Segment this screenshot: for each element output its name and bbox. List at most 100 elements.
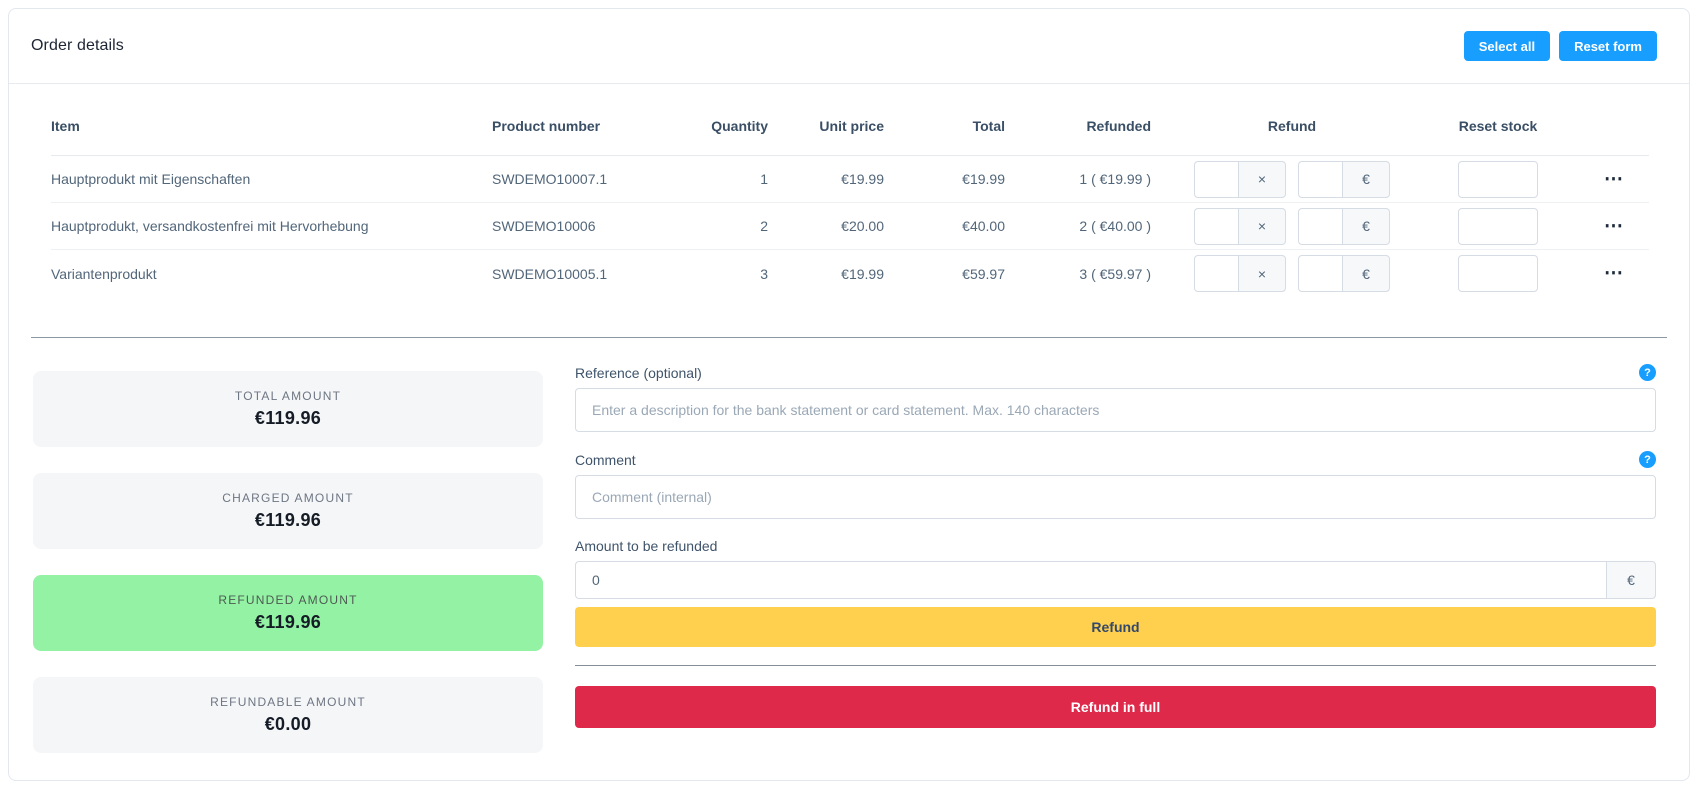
context-menu-icon[interactable]: ⋯ bbox=[1598, 260, 1630, 287]
summary-label: REFUNDABLE AMOUNT bbox=[210, 695, 366, 709]
summary-label: TOTAL AMOUNT bbox=[234, 389, 342, 403]
refund-quantity-group: × bbox=[1194, 255, 1286, 292]
euro-icon: € bbox=[1342, 160, 1390, 198]
question-mark-icon[interactable]: ? bbox=[1639, 451, 1656, 468]
reset-stock-input[interactable] bbox=[1458, 255, 1538, 292]
table-body: Hauptprodukt mit Eigenschaften SWDEMO100… bbox=[51, 156, 1649, 297]
refund-amount-group: € bbox=[1298, 255, 1390, 292]
reference-field-block: Reference (optional) ? bbox=[575, 364, 1656, 432]
refund-amount-input[interactable] bbox=[1298, 207, 1342, 245]
select-all-button[interactable]: Select all bbox=[1463, 31, 1551, 61]
summary-label: CHARGED AMOUNT bbox=[222, 491, 354, 505]
context-menu-icon[interactable]: ⋯ bbox=[1598, 213, 1630, 240]
comment-field-block: Comment ? bbox=[575, 451, 1656, 519]
quantity: 1 bbox=[760, 171, 768, 187]
column-header-product-number: Product number bbox=[492, 117, 601, 134]
reset-form-button[interactable]: Reset form bbox=[1559, 31, 1657, 61]
refund-form: Reference (optional) ? Comment ? Amount … bbox=[575, 356, 1656, 753]
summary-label: REFUNDED AMOUNT bbox=[218, 593, 358, 607]
multiply-icon: × bbox=[1238, 207, 1286, 245]
refund-amount-input[interactable] bbox=[1298, 160, 1342, 198]
refund-quantity-input[interactable] bbox=[1194, 207, 1238, 245]
refund-quantity-group: × bbox=[1194, 207, 1286, 245]
item-name: Hauptprodukt, versandkostenfrei mit Herv… bbox=[51, 218, 369, 234]
charged-amount-card: CHARGED AMOUNT €119.96 bbox=[33, 473, 543, 549]
column-header-reset-stock: Reset stock bbox=[1458, 117, 1538, 134]
table-row: Hauptprodukt, versandkostenfrei mit Herv… bbox=[51, 203, 1649, 250]
euro-icon: € bbox=[1342, 207, 1390, 245]
table-row: Hauptprodukt mit Eigenschaften SWDEMO100… bbox=[51, 156, 1649, 203]
comment-label: Comment bbox=[575, 451, 636, 468]
amount-input-group: € bbox=[575, 561, 1656, 599]
total: €59.97 bbox=[962, 265, 1005, 282]
product-number: SWDEMO10007.1 bbox=[492, 171, 608, 187]
product-number: SWDEMO10005.1 bbox=[492, 265, 608, 282]
question-mark-icon[interactable]: ? bbox=[1639, 364, 1656, 381]
reference-label: Reference (optional) bbox=[575, 364, 702, 381]
refund-amount-input[interactable] bbox=[1298, 255, 1342, 292]
amount-field-block: Amount to be refunded € bbox=[575, 538, 1656, 599]
refund-amount-total-input[interactable] bbox=[575, 561, 1606, 599]
section-divider bbox=[31, 337, 1667, 338]
reference-input[interactable] bbox=[575, 388, 1656, 432]
unit-price: €20.00 bbox=[841, 218, 884, 234]
card-header: Order details Select all Reset form bbox=[9, 9, 1689, 84]
refunded: 1 ( €19.99 ) bbox=[1079, 171, 1151, 187]
total: €40.00 bbox=[962, 218, 1005, 234]
unit-price: €19.99 bbox=[841, 171, 884, 187]
column-header-refund: Refund bbox=[1267, 117, 1317, 134]
refund-quantity-group: × bbox=[1194, 160, 1286, 198]
reset-stock-cell bbox=[1433, 207, 1563, 245]
refund-controls: × € bbox=[1167, 207, 1417, 245]
reset-stock-input[interactable] bbox=[1458, 160, 1538, 198]
refundable-amount-card: REFUNDABLE AMOUNT €0.00 bbox=[33, 677, 543, 753]
row-actions-cell: ⋯ bbox=[1579, 213, 1649, 240]
product-number: SWDEMO10006 bbox=[492, 218, 596, 234]
quantity: 2 bbox=[760, 218, 768, 234]
refund-section: TOTAL AMOUNT €119.96 CHARGED AMOUNT €119… bbox=[9, 338, 1689, 753]
page-title: Order details bbox=[31, 37, 124, 54]
order-items-table: Item Product number Quantity Unit price … bbox=[9, 84, 1689, 297]
refund-controls: × € bbox=[1167, 255, 1417, 292]
summary-value: €0.00 bbox=[264, 714, 312, 734]
column-header-refunded: Refunded bbox=[1086, 117, 1151, 134]
reference-label-row: Reference (optional) ? bbox=[575, 364, 1656, 381]
reset-stock-input[interactable] bbox=[1458, 207, 1538, 245]
refund-amount-group: € bbox=[1298, 207, 1390, 245]
context-menu-icon[interactable]: ⋯ bbox=[1598, 166, 1630, 193]
multiply-icon: × bbox=[1238, 255, 1286, 292]
refunded-amount-card: REFUNDED AMOUNT €119.96 bbox=[33, 575, 543, 651]
reset-stock-cell bbox=[1433, 160, 1563, 198]
table-header-row: Item Product number Quantity Unit price … bbox=[51, 84, 1649, 156]
quantity: 3 bbox=[760, 265, 768, 282]
refunded: 3 ( €59.97 ) bbox=[1079, 265, 1151, 282]
row-actions-cell: ⋯ bbox=[1579, 166, 1649, 193]
column-header-item: Item bbox=[51, 117, 80, 134]
multiply-icon: × bbox=[1238, 160, 1286, 198]
amount-label: Amount to be refunded bbox=[575, 538, 718, 554]
summary-value: €119.96 bbox=[254, 612, 322, 632]
column-header-unit-price: Unit price bbox=[819, 117, 884, 134]
row-actions-cell: ⋯ bbox=[1579, 260, 1649, 287]
comment-input[interactable] bbox=[575, 475, 1656, 519]
refunded: 2 ( €40.00 ) bbox=[1079, 218, 1151, 234]
refund-amount-group: € bbox=[1298, 160, 1390, 198]
refund-quantity-input[interactable] bbox=[1194, 160, 1238, 198]
summary-value: €119.96 bbox=[254, 510, 322, 530]
refund-button[interactable]: Refund bbox=[575, 607, 1656, 647]
refund-in-full-button[interactable]: Refund in full bbox=[575, 686, 1656, 728]
table-row: Variantenprodukt SWDEMO10005.1 3 €19.99 … bbox=[51, 250, 1649, 297]
item-name: Variantenprodukt bbox=[51, 265, 157, 282]
euro-icon: € bbox=[1606, 561, 1656, 599]
reset-stock-cell bbox=[1433, 255, 1563, 292]
refund-quantity-input[interactable] bbox=[1194, 255, 1238, 292]
comment-label-row: Comment ? bbox=[575, 451, 1656, 468]
euro-icon: € bbox=[1342, 255, 1390, 292]
header-actions: Select all Reset form bbox=[1463, 31, 1657, 61]
summary-value: €119.96 bbox=[254, 408, 322, 428]
refund-controls: × € bbox=[1167, 160, 1417, 198]
unit-price: €19.99 bbox=[841, 265, 884, 282]
form-divider bbox=[575, 665, 1656, 666]
item-name: Hauptprodukt mit Eigenschaften bbox=[51, 171, 251, 187]
column-header-quantity: Quantity bbox=[711, 117, 768, 134]
